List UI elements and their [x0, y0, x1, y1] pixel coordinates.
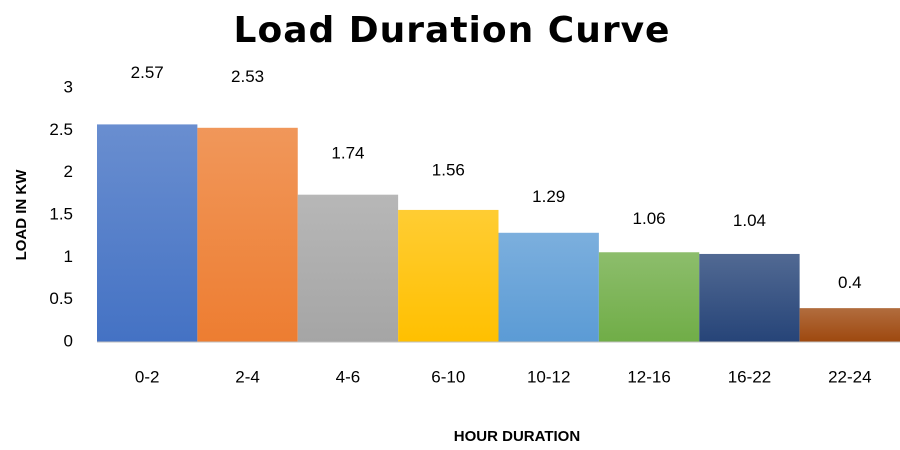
data-label: 1.04	[733, 211, 766, 230]
bar	[598, 252, 700, 342]
bar	[197, 127, 298, 342]
x-tick-label: 22-24	[828, 367, 871, 386]
y-axis-title: LOAD IN KW	[13, 169, 30, 261]
data-label: 1.74	[331, 143, 364, 162]
x-tick-label: 16-22	[728, 367, 771, 386]
x-tick-label: 10-12	[527, 367, 570, 386]
data-label: 2.53	[231, 67, 264, 86]
data-label: 0.4	[838, 273, 862, 292]
bar	[699, 253, 800, 342]
chart-title: Load Duration Curve	[234, 10, 671, 51]
y-tick-label: 2	[64, 162, 73, 181]
x-tick-label: 2-4	[235, 367, 260, 386]
x-tick-label: 4-6	[336, 367, 361, 386]
x-tick-label: 6-10	[431, 367, 465, 386]
bar	[297, 194, 399, 342]
y-tick-label: 1	[64, 247, 73, 266]
y-tick-label: 3	[64, 77, 73, 96]
y-tick-label: 0.5	[49, 289, 73, 308]
x-tick-label: 12-16	[627, 367, 670, 386]
x-tick-label: 0-2	[135, 367, 160, 386]
data-label: 1.06	[633, 209, 666, 228]
data-label: 2.57	[131, 63, 164, 82]
y-tick-label: 2.5	[49, 120, 73, 139]
bar	[799, 308, 900, 342]
y-tick-label: 1.5	[49, 204, 73, 223]
data-label: 1.29	[532, 187, 565, 206]
bar	[498, 232, 599, 342]
y-tick-label: 0	[64, 331, 73, 350]
bar	[97, 124, 198, 342]
data-label: 1.56	[432, 161, 465, 180]
x-axis-title: HOUR DURATION	[454, 428, 580, 445]
bar	[398, 209, 499, 342]
